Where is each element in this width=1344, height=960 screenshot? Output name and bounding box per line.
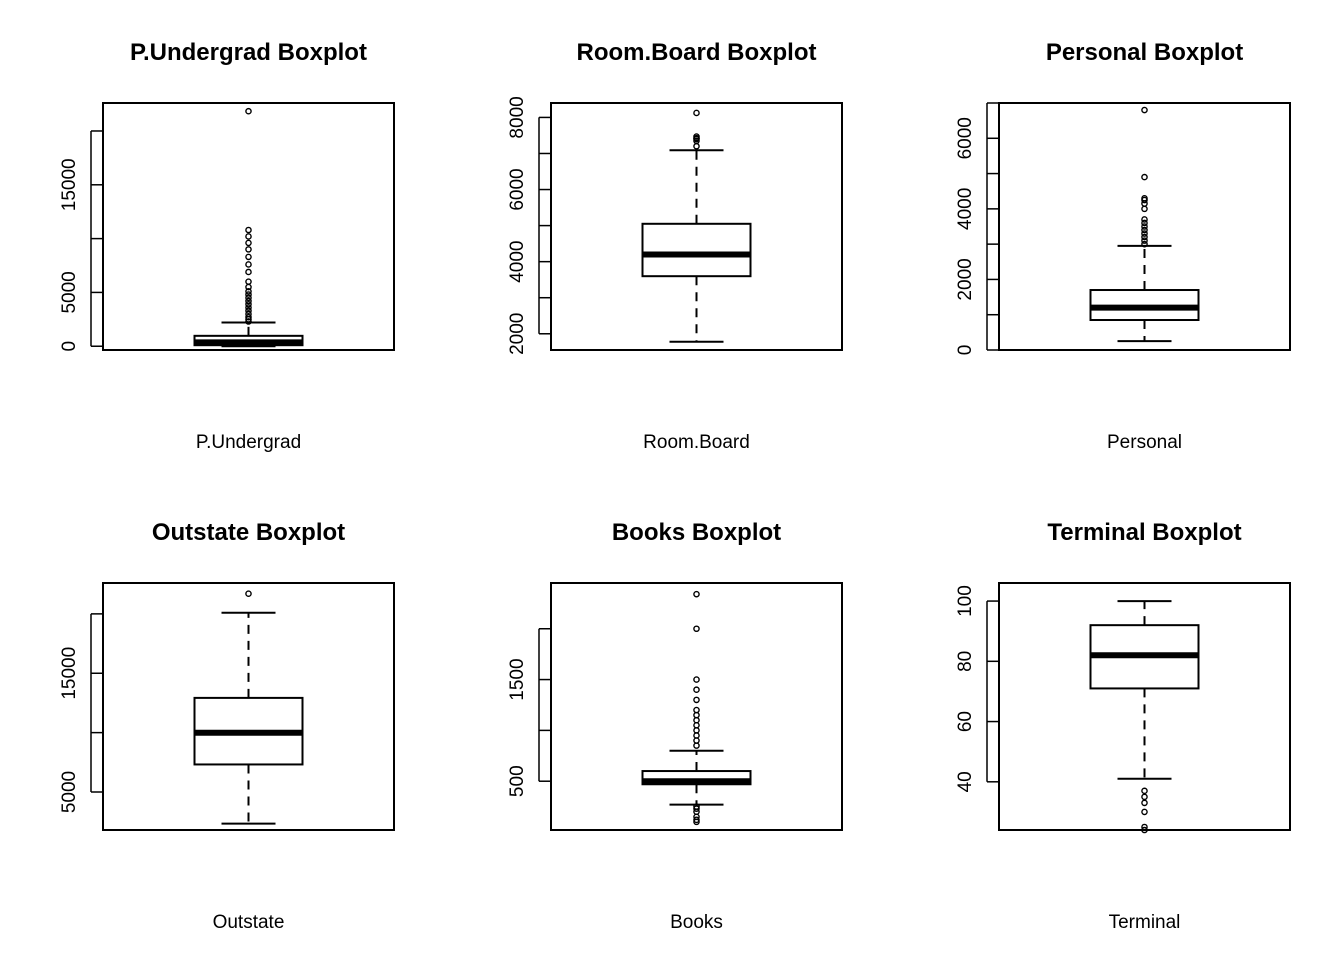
boxplot-panel-6: Terminal Boxplot Terminal 40 60 80 100 [955, 519, 1291, 933]
y-tick-label: 6000 [955, 117, 976, 159]
x-axis-label: Personal [1107, 432, 1182, 453]
y-tick-label: 5000 [59, 271, 80, 313]
plot-frame [550, 582, 843, 831]
chart-title: Terminal Boxplot [1047, 519, 1241, 546]
x-axis-label: Outstate [213, 912, 285, 933]
outlier-point [693, 816, 700, 824]
outlier-point [693, 686, 700, 694]
chart-title: Outstate Boxplot [152, 519, 345, 546]
y-tick-label: 0 [955, 345, 976, 356]
plot-frame [550, 102, 843, 351]
outlier-point [245, 307, 252, 315]
outlier-point [1141, 226, 1148, 234]
x-axis-label: P.Undergrad [196, 432, 301, 453]
outlier-point [245, 313, 252, 321]
outlier-point [1141, 808, 1148, 816]
y-tick-label: 6000 [507, 168, 528, 210]
outlier-point [245, 278, 252, 285]
outlier-point [1141, 240, 1148, 248]
boxplot-panel-2: Room.Board Boxplot Room.Board 2000 4000 6000… [507, 39, 843, 453]
outlier-point [1141, 223, 1148, 230]
boxplot-panel-1: P.Undergrad Boxplot P.Undergrad 0 5000 15000 [59, 39, 395, 453]
outlier-point [245, 239, 252, 247]
y-tick-label: 100 [955, 585, 976, 617]
outlier-point [1141, 173, 1148, 181]
outlier-point [1141, 787, 1148, 795]
outlier-point [245, 261, 252, 268]
y-tick-label: 4000 [507, 241, 528, 283]
boxplot-panel-3: Personal Boxplot Personal 0 2000 4000 6000 [955, 39, 1291, 453]
outlier-point [1141, 823, 1148, 831]
chart-title: Personal Boxplot [1046, 39, 1243, 66]
outlier-point [1141, 106, 1148, 114]
y-tick-label: 8000 [507, 96, 528, 138]
outlier-point [693, 590, 700, 598]
outlier-point [1141, 793, 1148, 801]
outlier-point [245, 288, 252, 295]
outlier-point [245, 310, 252, 318]
outlier-point [1141, 205, 1148, 213]
outlier-point [693, 803, 700, 810]
y-tick-label: 500 [507, 765, 528, 797]
plot-frame [998, 102, 1291, 351]
outlier-point [245, 300, 252, 308]
outlier-point [693, 696, 700, 704]
outlier-point [245, 253, 252, 261]
outlier-point [1141, 219, 1148, 227]
outlier-point [245, 590, 252, 597]
outlier-point [1141, 237, 1148, 244]
x-axis-label: Room.Board [643, 432, 750, 453]
outlier-point [693, 133, 700, 140]
x-axis-label: Terminal [1109, 912, 1181, 933]
outlier-point [693, 142, 700, 150]
plot-frame [102, 582, 395, 831]
boxplot-panel-5: Books Boxplot Books 500 1500 [507, 519, 843, 933]
y-tick-label: 0 [59, 341, 80, 352]
outlier-point [245, 291, 252, 298]
outlier-point [245, 294, 252, 302]
outlier-point [245, 233, 252, 240]
outlier-point [245, 318, 252, 325]
y-tick-label: 60 [955, 711, 976, 732]
outlier-point [245, 226, 252, 234]
y-tick-label: 1500 [507, 658, 528, 700]
outlier-point [1141, 799, 1148, 807]
chart-title: Room.Board Boxplot [577, 39, 817, 66]
outlier-point [245, 246, 252, 253]
iqr-box [641, 222, 752, 278]
outlier-point [245, 297, 252, 305]
y-tick-label: 80 [955, 651, 976, 672]
outlier-point [1141, 194, 1148, 202]
outlier-point [693, 676, 700, 683]
outlier-point [1141, 233, 1148, 241]
outlier-point [245, 107, 252, 115]
y-tick-label: 2000 [507, 313, 528, 355]
y-tick-label: 15000 [59, 158, 80, 211]
y-tick-label: 40 [955, 771, 976, 792]
y-tick-label: 2000 [955, 258, 976, 300]
y-tick-label: 5000 [59, 771, 80, 813]
outlier-point [1141, 216, 1148, 223]
boxplot-panel-4: Outstate Boxplot Outstate 5000 15000 [59, 519, 395, 933]
y-tick-label: 4000 [955, 188, 976, 230]
y-tick-label: 15000 [59, 647, 80, 700]
outlier-point [245, 304, 252, 311]
chart-title: Books Boxplot [612, 519, 781, 546]
chart-title: P.Undergrad Boxplot [130, 39, 367, 66]
outlier-point [693, 625, 700, 633]
outlier-point [245, 268, 252, 276]
x-axis-label: Books [670, 912, 723, 933]
outlier-point [1141, 230, 1148, 237]
outlier-point [693, 109, 700, 117]
plot-frame [102, 102, 395, 351]
outlier-point [1141, 826, 1148, 834]
outlier-point [693, 805, 700, 812]
outlier-point [693, 706, 700, 714]
